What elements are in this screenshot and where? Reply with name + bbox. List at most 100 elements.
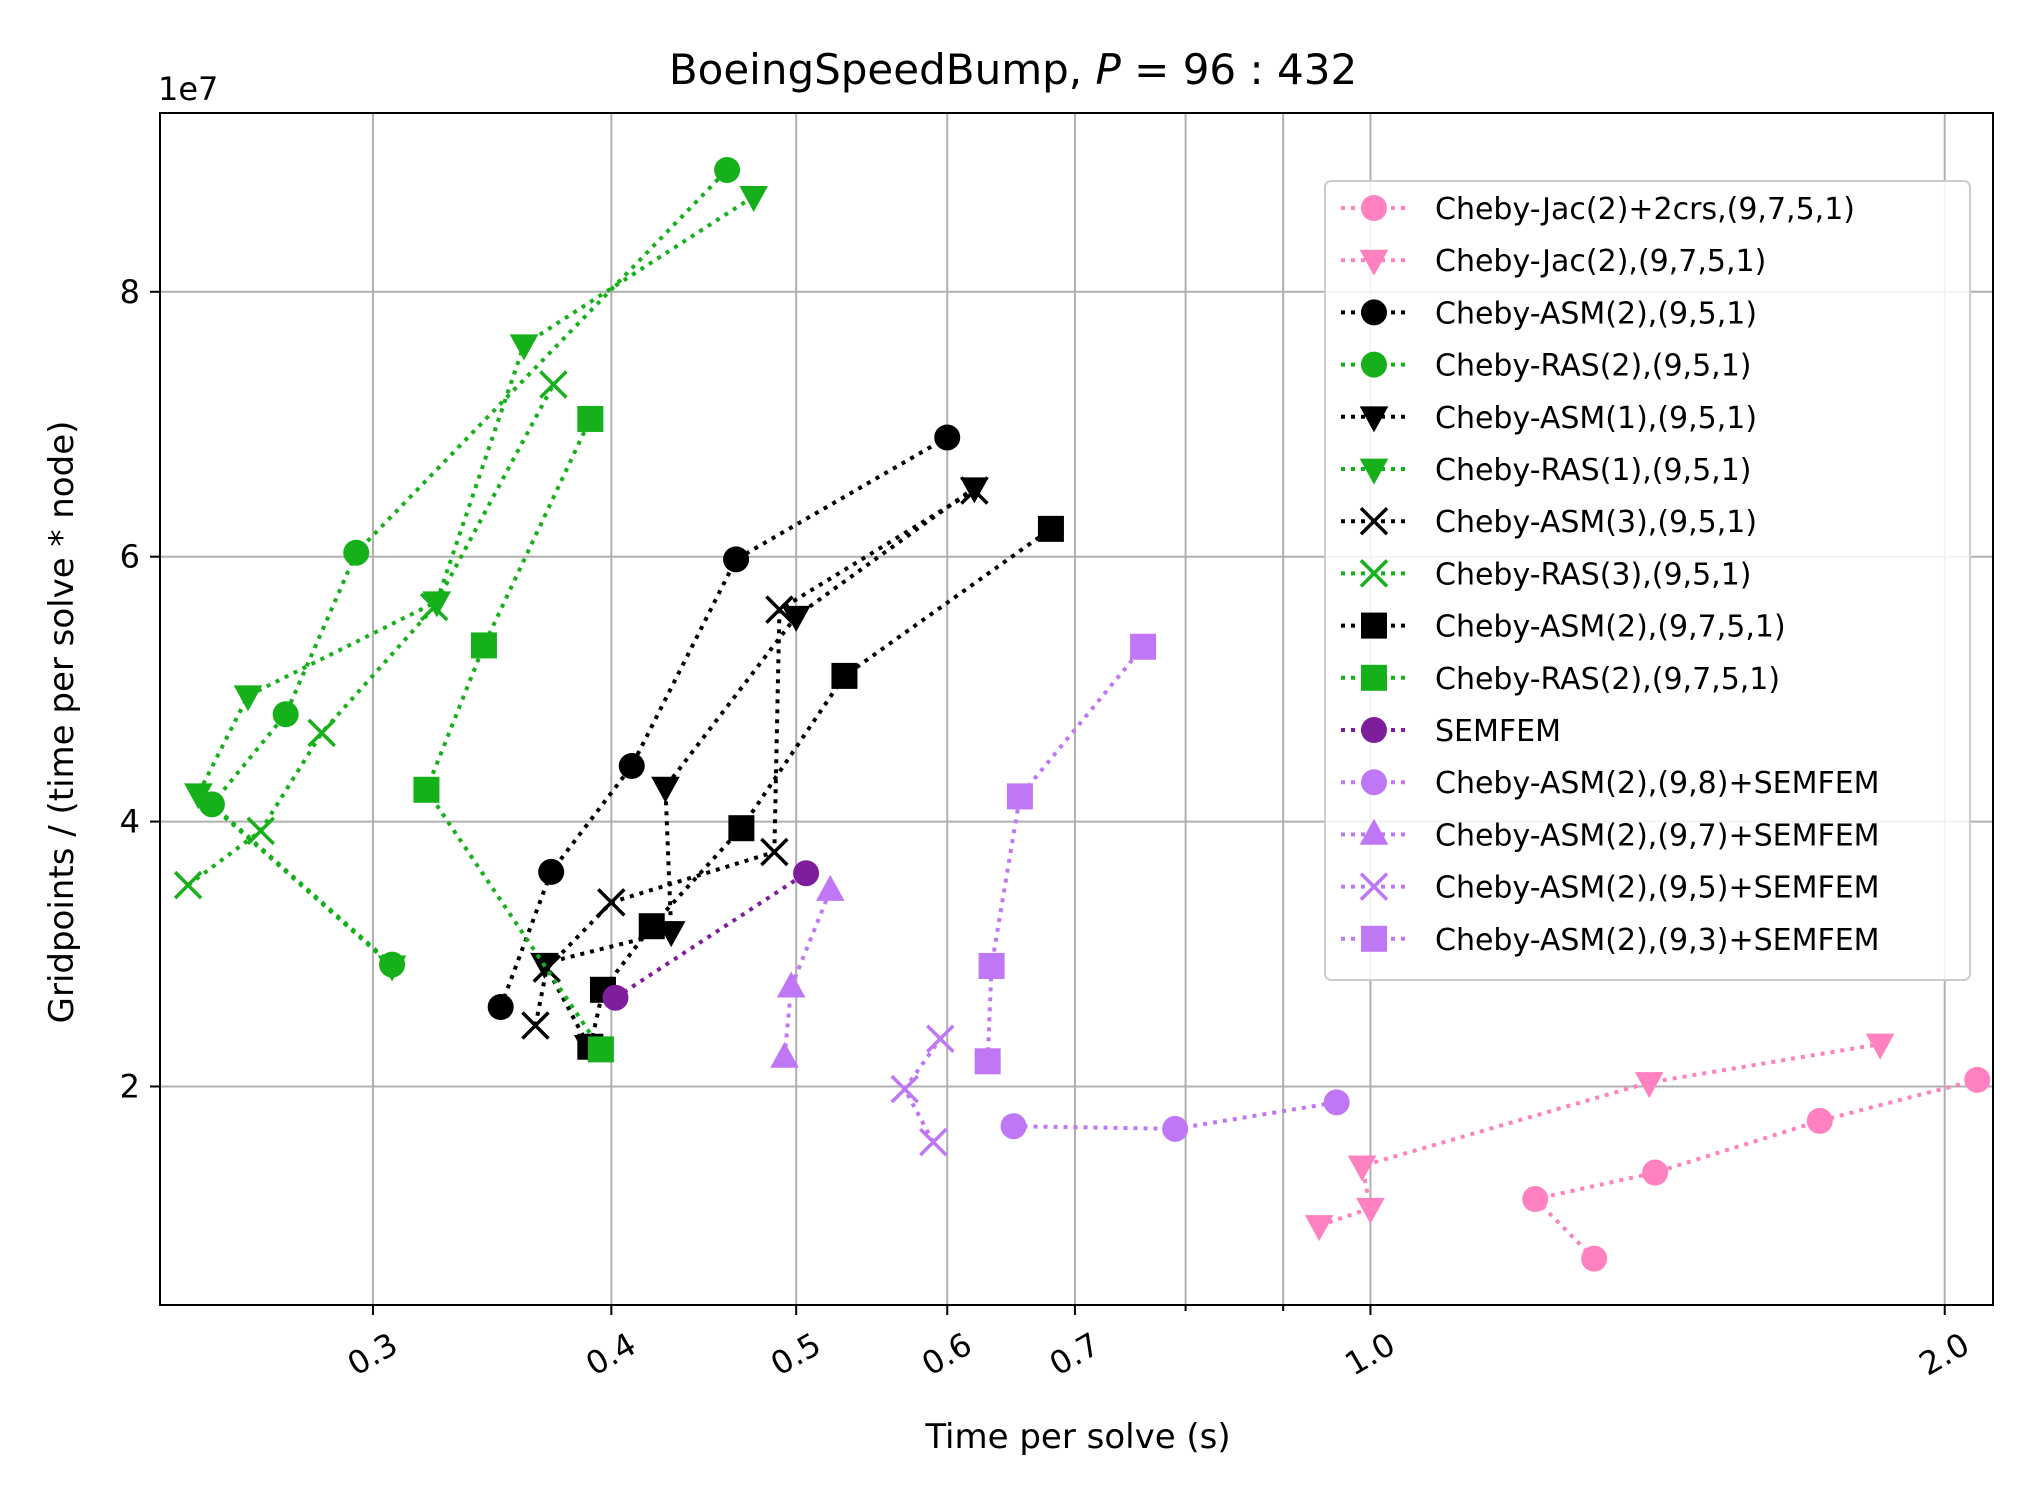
data-point: [1006, 783, 1033, 810]
plot-frame: [159, 112, 1994, 1306]
legend-marker: [1361, 664, 1387, 691]
data-point: [890, 1074, 919, 1104]
series-8: [173, 370, 568, 900]
data-point: [272, 701, 299, 728]
legend-label: Cheby-RAS(3),(9,5,1): [1435, 557, 1751, 592]
data-point: [307, 718, 336, 748]
legend-item: Cheby-ASM(1),(9,5,1): [1341, 401, 1757, 436]
legend-item: Cheby-RAS(2),(9,7,5,1): [1341, 662, 1780, 697]
legend-marker: [1359, 818, 1389, 845]
data-point: [532, 954, 561, 983]
legend-marker: [1361, 717, 1387, 743]
data-point: [1581, 1245, 1608, 1272]
data-point: [974, 1048, 1001, 1075]
data-point: [377, 955, 407, 982]
legend-item: Cheby-ASM(2),(9,7,5,1): [1341, 610, 1786, 645]
legend-item: Cheby-RAS(1),(9,5,1): [1341, 453, 1751, 488]
legend-label: Cheby-RAS(2),(9,7,5,1): [1435, 662, 1780, 697]
legend-marker: [1359, 559, 1389, 588]
series-14: [890, 1024, 955, 1157]
data-point: [1304, 1215, 1334, 1242]
data-point: [233, 685, 263, 712]
legend-marker: [1359, 872, 1389, 901]
data-point: [487, 994, 514, 1020]
data-point: [184, 783, 213, 810]
data-point: [1806, 1107, 1833, 1134]
series-7: [521, 476, 989, 1040]
series-3: [487, 424, 961, 1020]
legend: Cheby-Jac(2)+2crs,(9,7,5,1) Cheby-Jac(2),…: [1324, 180, 1971, 981]
data-point: [1964, 1066, 1991, 1093]
data-point: [760, 837, 789, 867]
data-point: [618, 752, 645, 779]
data-point: [776, 971, 806, 998]
series-line: [533, 488, 976, 1026]
legend-marker: [1361, 299, 1387, 326]
data-point: [413, 776, 440, 803]
data-point: [926, 1024, 955, 1054]
data-point: [815, 874, 845, 901]
data-point: [1522, 1186, 1549, 1213]
data-point: [246, 816, 275, 846]
data-point: [831, 662, 858, 689]
legend-item: Cheby-ASM(2),(9,5)+SEMFEM: [1341, 871, 1880, 906]
series-line: [985, 645, 1145, 1062]
data-point: [765, 595, 794, 624]
data-point: [723, 546, 750, 573]
y-axis-label: Gridpoints / (time per solve * node): [42, 421, 82, 1024]
data-point: [781, 605, 811, 632]
data-point: [1130, 633, 1157, 660]
legend-label: Cheby-ASM(2),(9,5,1): [1435, 296, 1757, 331]
legend-item: Cheby-Jac(2)+2crs,(9,7,5,1): [1341, 192, 1855, 227]
legend-label: Cheby-Jac(2),(9,7,5,1): [1435, 244, 1766, 279]
data-point: [587, 1036, 614, 1063]
y-offset-label: 1e7: [158, 70, 218, 108]
series-line: [498, 435, 949, 1008]
legend-item: Cheby-Jac(2),(9,7,5,1): [1341, 244, 1766, 279]
legend-item: Cheby-ASM(2),(9,7)+SEMFEM: [1341, 818, 1880, 853]
legend-label: Cheby-ASM(2),(9,5)+SEMFEM: [1435, 871, 1880, 906]
data-point: [1000, 1113, 1027, 1140]
data-point: [602, 984, 629, 1011]
data-point: [577, 405, 604, 432]
x-axis-label: Time per solve (s): [924, 1417, 1230, 1457]
data-point: [739, 186, 768, 213]
data-point: [343, 539, 370, 566]
series-2: [1304, 1033, 1895, 1242]
data-point: [638, 913, 665, 940]
series-line: [614, 871, 808, 1000]
legend-label: SEMFEM: [1435, 714, 1561, 749]
data-point: [539, 370, 568, 399]
legend-label: Cheby-ASM(2),(9,7)+SEMFEM: [1435, 818, 1880, 853]
data-point: [793, 860, 820, 887]
chart-title: BoeingSpeedBump, P = 96 : 432: [669, 45, 1357, 94]
data-point: [960, 476, 989, 505]
series-13: [770, 874, 845, 1068]
series-12: [1000, 1089, 1350, 1142]
series-1: [1522, 1066, 1991, 1272]
y-tick-label: 6: [120, 538, 140, 576]
legend-item: Cheby-RAS(3),(9,5,1): [1341, 557, 1751, 592]
series-11: [602, 860, 820, 1011]
data-point: [597, 888, 626, 917]
plot-series: [173, 156, 1991, 1272]
legend-marker: [1359, 506, 1389, 536]
legend-marker: [1359, 249, 1389, 276]
legend-item: Cheby-ASM(2),(9,5,1): [1341, 296, 1757, 331]
legend-marker: [1359, 406, 1389, 433]
data-point: [770, 1041, 799, 1068]
y-tick-label: 4: [120, 803, 140, 841]
series-line: [1531, 1077, 1978, 1261]
legend-label: Cheby-ASM(1),(9,5,1): [1435, 401, 1757, 436]
data-point: [419, 592, 449, 622]
data-point: [714, 156, 741, 183]
legend-label: Cheby-ASM(3),(9,5,1): [1435, 505, 1757, 540]
data-point: [651, 776, 680, 803]
data-point: [1037, 515, 1064, 542]
data-point: [1347, 1155, 1377, 1182]
legend-marker: [1359, 458, 1389, 485]
legend-marker: [1361, 925, 1387, 952]
data-point: [919, 1127, 948, 1157]
legend-label: Cheby-ASM(2),(9,7,5,1): [1435, 610, 1786, 645]
series-line: [424, 418, 603, 1051]
